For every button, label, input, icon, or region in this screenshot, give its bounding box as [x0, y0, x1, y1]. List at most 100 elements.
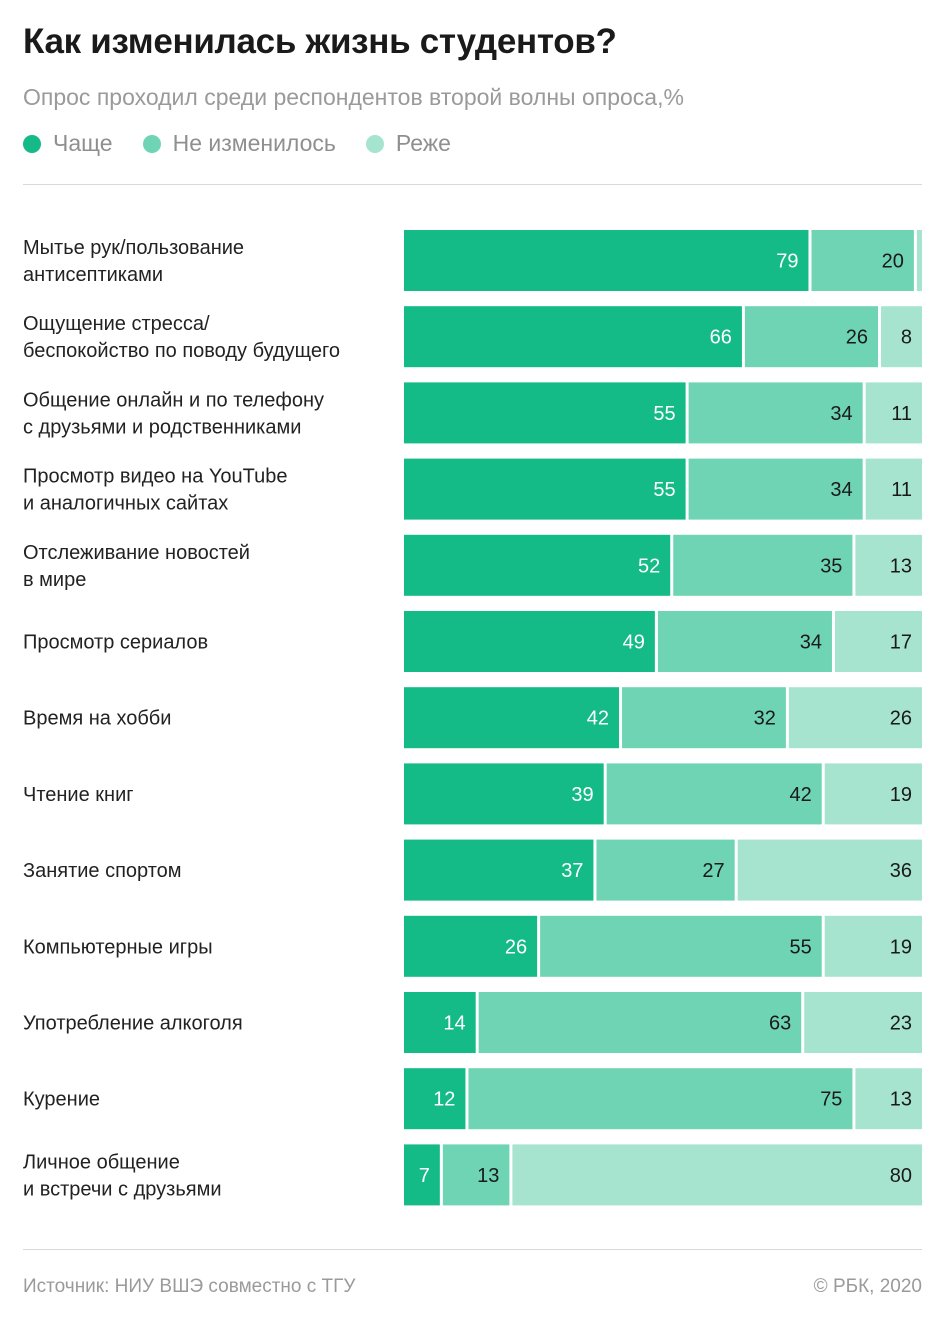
- category-label: Компьютерные игры: [23, 936, 213, 958]
- data-label-more-often: 55: [653, 403, 675, 425]
- category-label: Общение онлайн и по телефону с друзьями и…: [23, 389, 324, 438]
- bar-segment-less-often: [881, 306, 922, 368]
- bar-segment-unchanged: [811, 230, 914, 291]
- bar-segment-unchanged: [622, 687, 786, 749]
- bar-segment-less-often: [788, 687, 922, 749]
- category-label: Личное общение и встречи с друзьями: [23, 1151, 222, 1200]
- data-label-less-often: 13: [890, 555, 912, 577]
- data-label-more-often: 39: [571, 784, 593, 806]
- bar-segment-unchanged: [688, 382, 863, 444]
- bar-segment-more-often: [404, 611, 655, 672]
- bar-segment-less-often: [865, 458, 922, 520]
- category-label: Чтение книг: [23, 784, 134, 806]
- data-label-more-often: 14: [443, 1013, 465, 1035]
- category-label: Отслеживание новостей в мире: [23, 542, 250, 591]
- data-label-unchanged: 35: [820, 555, 842, 577]
- bar-segment-less-often: [824, 915, 922, 977]
- copyright-note: © РБК, 2020: [813, 1276, 922, 1297]
- bar-segment-more-often: [404, 382, 686, 444]
- bar-segment-unchanged: [673, 534, 853, 596]
- bar-segment-more-often: [404, 458, 686, 520]
- data-label-more-often: 12: [433, 1089, 455, 1111]
- data-label-less-often: 13: [890, 1089, 912, 1111]
- bar-segment-unchanged: [478, 992, 802, 1053]
- data-label-unchanged: 63: [769, 1013, 791, 1035]
- bar-segment-more-often: [404, 687, 620, 749]
- legend-item-unchanged: Не изменилось: [142, 130, 336, 157]
- category-label: Время на хобби: [23, 708, 171, 730]
- data-label-less-often: 8: [901, 327, 912, 349]
- data-label-unchanged: 27: [702, 860, 724, 882]
- bar-segment-unchanged: [596, 839, 735, 901]
- bar-segment-more-often: [404, 992, 476, 1053]
- category-label: Занятие спортом: [23, 860, 182, 882]
- legend-label-unchanged: Не изменилось: [172, 130, 336, 156]
- bar-segment-more-often: [404, 839, 594, 901]
- data-label-unchanged: 42: [789, 784, 811, 806]
- bar-segment-less-often: [865, 382, 922, 444]
- legend: Чаще Не изменилось Реже: [23, 130, 481, 157]
- bar-segment-unchanged: [744, 306, 879, 368]
- data-label-less-often: 11: [891, 479, 912, 501]
- data-label-unchanged: 20: [882, 251, 904, 273]
- bar-segment-less-often: [834, 611, 922, 672]
- category-label: Ощущение стресса/беспокойство по поводу …: [23, 313, 340, 362]
- data-label-unchanged: 55: [789, 936, 811, 958]
- bar-segment-less-often: [824, 763, 922, 825]
- bar-segment-less-often: [855, 1068, 922, 1130]
- legend-item-more-often: Чаще: [23, 130, 113, 157]
- legend-label-less-often: Реже: [395, 130, 451, 156]
- data-label-unchanged: 26: [846, 327, 868, 349]
- data-label-unchanged: 34: [830, 403, 852, 425]
- data-label-unchanged: 34: [830, 479, 852, 501]
- data-label-less-often: 80: [890, 1165, 912, 1187]
- bar-segment-less-often: [916, 230, 922, 291]
- data-label-less-often: 26: [890, 708, 912, 730]
- bar-segment-unchanged: [606, 763, 822, 825]
- data-label-more-often: 79: [776, 251, 798, 273]
- category-label: Курение: [23, 1089, 100, 1111]
- category-label: Употребление алкоголя: [23, 1013, 243, 1035]
- bar-segment-unchanged: [657, 611, 832, 672]
- legend-swatch-less-often: [365, 134, 384, 153]
- data-label-more-often: 66: [710, 327, 732, 349]
- bar-segment-unchanged: [540, 915, 822, 977]
- data-label-less-often: 19: [890, 936, 912, 958]
- source-note: Источник: НИУ ВШЭ совместно с ТГУ: [23, 1276, 356, 1297]
- data-label-more-often: 37: [561, 860, 583, 882]
- bar-segment-more-often: [404, 915, 538, 977]
- bar-segment-less-often: [737, 839, 922, 901]
- bar-segment-unchanged: [688, 458, 863, 520]
- bar-segment-less-often: [512, 1144, 922, 1206]
- data-label-less-often: 23: [890, 1013, 912, 1035]
- data-label-more-often: 42: [587, 708, 609, 730]
- bar-segment-more-often: [404, 306, 742, 368]
- footer-divider: [23, 1249, 922, 1250]
- data-label-unchanged: 75: [820, 1089, 842, 1111]
- data-label-less-often: 36: [890, 860, 912, 882]
- bar-segment-less-often: [855, 534, 922, 596]
- bar-segment-more-often: [404, 230, 809, 291]
- bar-segment-unchanged: [442, 1144, 510, 1206]
- data-label-unchanged: 13: [477, 1165, 499, 1187]
- category-label: Просмотр сериалов: [23, 632, 208, 654]
- data-label-less-often: 11: [891, 403, 912, 425]
- bar-segment-more-often: [404, 1068, 466, 1130]
- data-label-less-often: 19: [890, 784, 912, 806]
- data-label-less-often: 17: [890, 632, 912, 654]
- bar-segment-more-often: [404, 1144, 440, 1206]
- data-label-unchanged: 32: [754, 708, 776, 730]
- category-label: Просмотр видео на YouTube и аналогичных с…: [23, 466, 287, 515]
- legend-item-less-often: Реже: [365, 130, 451, 157]
- chart-subtitle: Опрос проходил среди респондентов второй…: [23, 84, 684, 110]
- bar-segment-more-often: [404, 534, 671, 596]
- data-label-unchanged: 34: [800, 632, 822, 654]
- data-label-more-often: 7: [419, 1165, 430, 1187]
- legend-label-more-often: Чаще: [53, 130, 113, 156]
- legend-swatch-more-often: [23, 134, 41, 153]
- data-label-more-often: 49: [623, 632, 645, 654]
- bar-segment-less-often: [804, 992, 922, 1053]
- data-label-more-often: 55: [653, 479, 675, 501]
- chart-title: Как изменилась жизнь студентов?: [23, 22, 617, 61]
